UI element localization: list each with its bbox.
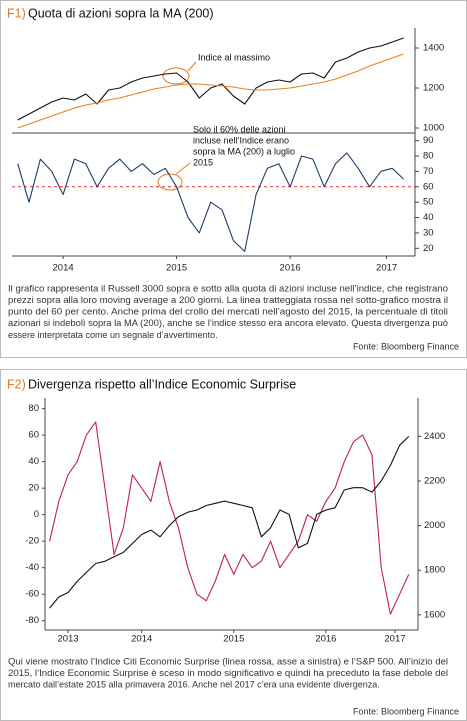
figure-label: F1) <box>7 6 26 20</box>
leader-line <box>187 61 197 72</box>
caption-line: essere interpretata come un segnale d’av… <box>8 330 218 340</box>
x-tick-label: 2016 <box>315 634 336 645</box>
y-tick-label: 70 <box>423 166 434 177</box>
y-tick-label: 80 <box>423 151 434 162</box>
caption-line: Qui viene mostrato l’Indice Citi Economi… <box>8 656 448 666</box>
y2-tick-label: 1800 <box>424 565 445 576</box>
caption-line: mercato dall’estate 2015 alla primavera … <box>8 680 380 690</box>
x-tick-label: 2014 <box>53 263 74 274</box>
figure-title: Divergenza rispetto all’Indice Economic … <box>28 377 296 391</box>
y-tick-label: -40 <box>25 562 39 573</box>
y-tick-label: -60 <box>25 589 39 600</box>
annotation: 2015 <box>193 157 213 167</box>
line-series <box>49 421 410 615</box>
y-tick-label: 40 <box>28 456 39 467</box>
y-tick-label: 60 <box>28 430 39 441</box>
y-tick-label: 1000 <box>423 123 444 134</box>
annotation: Indice al massimo <box>198 52 270 62</box>
y-tick-label: 90 <box>423 135 434 146</box>
x-tick-label: 2017 <box>384 634 405 645</box>
y-tick-label: 20 <box>423 243 434 254</box>
y-tick-label: 1400 <box>423 43 444 54</box>
y-tick-label: -80 <box>25 615 39 626</box>
y-tick-label: 20 <box>28 483 39 494</box>
y-tick-label: 0 <box>34 509 39 520</box>
highlight-ellipse <box>157 173 183 191</box>
leader-line <box>175 162 191 175</box>
y-tick-label: 60 <box>423 181 434 192</box>
source: Fonte: Bloomberg Finance <box>353 706 459 716</box>
x-tick-label: 2013 <box>57 634 78 645</box>
figure-label: F2) <box>7 377 26 391</box>
figure-title: Quota di azioni sopra la MA (200) <box>28 6 214 20</box>
y2-tick-label: 2000 <box>424 520 445 531</box>
x-tick-label: 2015 <box>223 634 244 645</box>
y2-tick-label: 2200 <box>424 476 445 487</box>
caption-line: prezzi sopra alla loro moving average a … <box>8 295 448 305</box>
y-tick-label: 30 <box>423 227 434 238</box>
figure-frame <box>0 0 467 358</box>
x-tick-label: 2017 <box>376 263 397 274</box>
y2-tick-label: 2400 <box>424 431 445 442</box>
y-tick-label: 80 <box>28 403 39 414</box>
line-series <box>49 436 410 609</box>
line-series <box>17 53 404 129</box>
figure-frame <box>0 369 467 721</box>
caption-line: punto del 60 per cento. Anche prima del … <box>8 307 448 317</box>
highlight-ellipse <box>162 67 190 85</box>
line-series <box>17 37 404 121</box>
annotation: incluse nell’Indice erano <box>193 135 289 145</box>
y-tick-label: 50 <box>423 197 434 208</box>
caption-line: azionari si indebolì sopra la MA (200), … <box>8 318 448 328</box>
y-tick-label: -20 <box>25 536 39 547</box>
y-tick-label: 40 <box>423 212 434 223</box>
y2-tick-label: 1600 <box>424 609 445 620</box>
x-tick-label: 2014 <box>131 634 152 645</box>
caption-line: 2015, l’Indice Economic Surprise è sceso… <box>8 668 448 678</box>
line-series <box>17 152 404 252</box>
annotation: sopra la MA (200) a luglio <box>193 146 295 156</box>
y-tick-label: 1200 <box>423 83 444 94</box>
x-tick-label: 2016 <box>280 263 301 274</box>
x-tick-label: 2015 <box>166 263 187 274</box>
annotation: Solo il 60% delle azioni <box>193 124 286 134</box>
caption-line: Il grafico rappresenta il Russell 3000 s… <box>8 283 448 293</box>
source: Fonte: Bloomberg Finance <box>353 341 459 351</box>
